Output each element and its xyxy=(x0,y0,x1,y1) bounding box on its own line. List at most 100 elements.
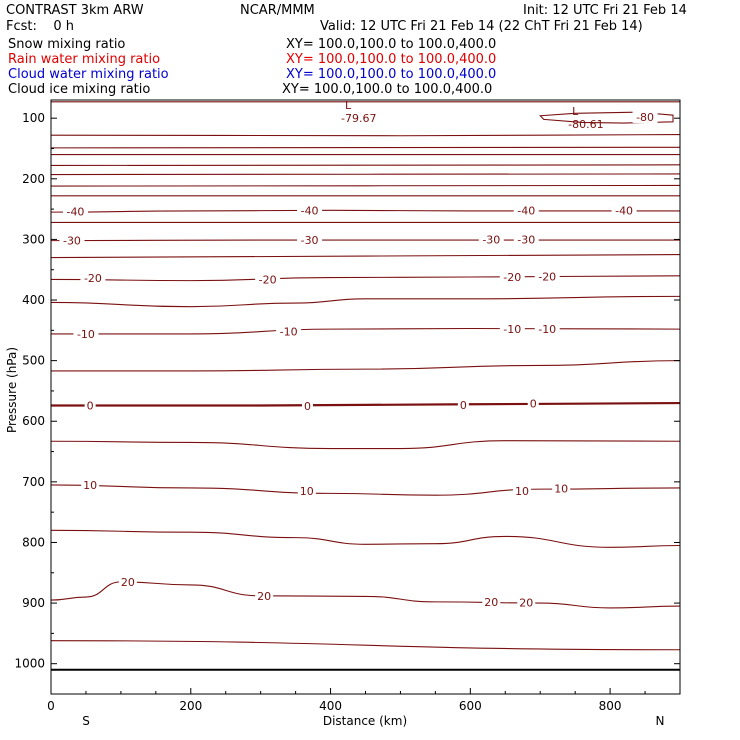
contour-label: -10 xyxy=(77,328,95,341)
contour-label-bg xyxy=(255,273,281,286)
contour-line-m20 xyxy=(50,275,681,282)
contour-line-m70 xyxy=(50,146,681,149)
contour-label: -20 xyxy=(538,270,556,283)
contour-label: -10 xyxy=(538,323,556,336)
contour-label: 20 xyxy=(257,590,271,603)
low-value: -79.67 xyxy=(341,112,376,125)
contour-label: 10 xyxy=(515,485,529,498)
contour-label-bg xyxy=(80,272,106,285)
contour-label: -30 xyxy=(301,234,319,247)
contour-label: -20 xyxy=(259,273,277,286)
field-xy-cloud-ice: XY= 100.0,100.0 to 100.0,400.0 xyxy=(282,82,492,97)
contour-lines xyxy=(50,101,681,651)
contour-label: -40 xyxy=(615,204,633,217)
contour-label: 10 xyxy=(300,485,314,498)
y-tick-label: 400 xyxy=(22,293,45,307)
contour-labels: -40 -40 -40 -40 -30 -30 -30 -30 -20 -20 -20 -20 -10 -… xyxy=(59,110,658,609)
contour-label-bg xyxy=(534,323,560,336)
x-tick-label: 600 xyxy=(459,699,482,713)
contour-label: 20 xyxy=(519,596,533,609)
contour-label: -40 xyxy=(301,204,319,217)
field-name-cloud-water: Cloud water mixing ratio xyxy=(8,67,169,82)
contour-label: -10 xyxy=(280,326,298,339)
contour-line-m40 xyxy=(50,209,680,213)
contour-label: -20 xyxy=(503,271,521,284)
contour-label-bg xyxy=(81,478,100,491)
contour-label: 0 xyxy=(530,398,537,411)
contour-label-bg xyxy=(301,400,313,413)
contour-line-m25 xyxy=(50,254,681,259)
y-tick-label: 100 xyxy=(22,111,45,125)
field-name-rain: Rain water mixing ratio xyxy=(8,52,160,67)
field-name-snow: Snow mixing ratio xyxy=(8,37,125,52)
y-tick-label: 700 xyxy=(22,475,45,489)
contour-label: 0 xyxy=(87,399,94,412)
contour-label-bg xyxy=(478,233,504,246)
contour-label: 0 xyxy=(460,399,467,412)
plot-frame xyxy=(50,99,681,695)
contour-label-bg xyxy=(73,327,99,340)
contour-label-bg xyxy=(297,234,323,247)
field-xy-snow: XY= 100.0,100.0 to 100.0,400.0 xyxy=(286,37,496,52)
contour-line-m55 xyxy=(50,173,681,176)
contour-label-bg xyxy=(62,205,88,218)
contour-label: 10 xyxy=(554,483,568,496)
contour-label-bg xyxy=(297,204,323,217)
y-tick-label: 200 xyxy=(22,172,45,186)
contour-label-bg xyxy=(611,204,637,217)
init-time: Init: 12 UTC Fri 21 Feb 14 xyxy=(523,3,687,18)
contour-line-m10 xyxy=(51,327,681,335)
contour-label: 0 xyxy=(304,400,311,413)
contour-label-bg xyxy=(632,110,658,123)
contour-label: 10 xyxy=(83,479,97,492)
contour-label: 20 xyxy=(121,576,135,589)
valid-time: Valid: 12 UTC Fri 21 Feb 14 (22 ChT Fri … xyxy=(320,19,643,34)
x-axis-end-label: N xyxy=(656,714,665,728)
contour-label-bg xyxy=(59,234,85,247)
contour-label-bg xyxy=(517,596,536,609)
chart-title: CONTRAST 3km ARW xyxy=(6,3,144,18)
contour-line-m75 xyxy=(50,133,681,137)
contour-label: -30 xyxy=(63,235,81,248)
field-legend: Snow mixing ratio XY= 100.0,100.0 to 100… xyxy=(8,37,496,97)
forecast-hour: Fcst: 0 h xyxy=(6,19,74,34)
y-tick-label: 300 xyxy=(22,232,45,246)
x-axis: 0 200 400 600 800 xyxy=(47,688,681,713)
contour-label-bg xyxy=(276,325,302,338)
low-marker: L xyxy=(345,99,352,112)
contour-label-bg xyxy=(297,484,316,497)
low-marker: L xyxy=(572,105,579,118)
contour-label-bg xyxy=(499,270,525,283)
extrema-markers: L-79.67L-80.61 xyxy=(341,99,604,131)
contour-label-bg xyxy=(499,323,525,336)
contour-label-bg xyxy=(552,482,571,495)
contour-label: -30 xyxy=(517,233,535,246)
contour-line-m30 xyxy=(50,239,680,242)
closed-contour-m80 xyxy=(539,111,674,124)
contour-label-bg xyxy=(513,233,539,246)
field-name-cloud-ice: Cloud ice mixing ratio xyxy=(8,82,150,97)
y-tick-label: 600 xyxy=(22,414,45,428)
contour-line-m15 xyxy=(50,295,681,308)
header: CONTRAST 3km ARW NCAR/MMM Init: 12 UTC F… xyxy=(6,3,687,34)
contour-line-0 xyxy=(51,401,681,407)
x-tick-label: 400 xyxy=(319,699,342,713)
contour-line-10 xyxy=(50,484,681,496)
contour-label: -40 xyxy=(66,206,84,219)
contour-line-m50 xyxy=(50,184,681,187)
field-xy-cloud-water: XY= 100.0,100.0 to 100.0,400.0 xyxy=(286,67,496,82)
y-axis-label: Pressure (hPa) xyxy=(5,347,19,433)
contour-label-bg xyxy=(457,398,469,411)
contour-line-20 xyxy=(50,581,681,609)
contour-label-bg xyxy=(84,399,96,412)
contour-label-bg xyxy=(118,575,137,588)
contour-label-bg xyxy=(513,484,532,497)
contour-line-5 xyxy=(50,440,681,450)
contour-label: -80 xyxy=(636,111,654,124)
contour-label-bg xyxy=(534,270,560,283)
x-axis-start-label: S xyxy=(82,714,90,728)
contour-label-bg xyxy=(513,204,539,217)
contour-line-15 xyxy=(50,529,681,548)
